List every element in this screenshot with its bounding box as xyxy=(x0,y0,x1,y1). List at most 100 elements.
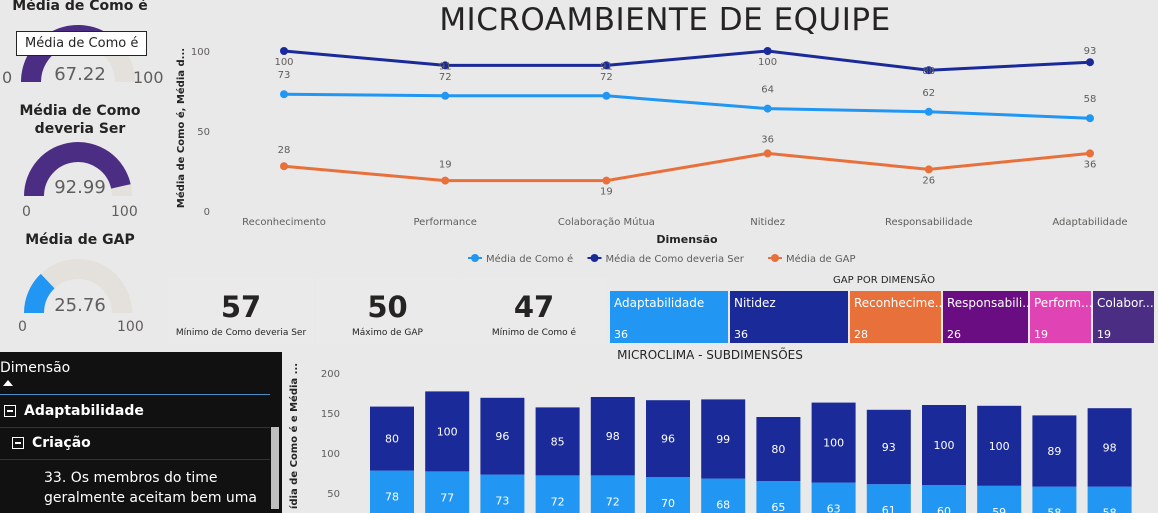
gauge-title: Média de GAP xyxy=(25,232,135,248)
y-tick-label: 200 xyxy=(321,369,340,380)
slicer-separator xyxy=(0,459,270,460)
data-label: 73 xyxy=(278,70,291,81)
bar-segment xyxy=(977,485,1022,513)
gauge-title: Média de Como é xyxy=(12,0,148,14)
bar-label: 98 xyxy=(1103,441,1117,454)
treemap-label: Adaptabilidade xyxy=(614,296,705,310)
legend-label: Média de GAP xyxy=(786,253,856,265)
data-point xyxy=(280,47,288,55)
data-label: 93 xyxy=(1084,46,1097,57)
bar-segment xyxy=(922,485,966,513)
data-label: 19 xyxy=(600,187,613,198)
slicer-item[interactable]: 33. Os membros do time geralmente aceita… xyxy=(44,470,258,506)
x-tick-label: Reconhecimento xyxy=(242,217,326,228)
bar-segment xyxy=(370,470,414,513)
kpi-label: Mínimo de Como é xyxy=(491,328,577,338)
treemap-cell[interactable]: Reconhecime... 28 xyxy=(850,291,941,343)
bar-segment xyxy=(922,405,966,485)
treemap-cell[interactable]: Colabor... 19 xyxy=(1093,291,1154,343)
slicer-node-criacao[interactable]: Criação xyxy=(12,435,91,451)
bar-label: 99 xyxy=(716,433,730,446)
bar-segment xyxy=(756,481,801,513)
bar-label: 72 xyxy=(606,495,620,508)
data-label: 91 xyxy=(439,61,452,72)
gauge-gap[interactable]: Média de GAP 25.76 0 100 xyxy=(0,230,160,340)
bar-label: 100 xyxy=(989,440,1010,453)
page-title: MICROAMBIENTE DE EQUIPE xyxy=(439,2,891,38)
treemap-label: Perform... xyxy=(1034,296,1091,310)
bar-label: 96 xyxy=(661,433,675,446)
sort-up-icon[interactable] xyxy=(3,380,13,387)
bar-label: 59 xyxy=(992,506,1006,513)
bar-segment xyxy=(701,399,746,479)
treemap-value: 26 xyxy=(947,328,961,341)
treemap-cell[interactable]: Nitidez 36 xyxy=(730,291,848,343)
scrollbar[interactable] xyxy=(271,427,279,509)
bar-segment xyxy=(480,397,525,475)
series-line xyxy=(283,49,1091,72)
bar-label: 72 xyxy=(551,495,565,508)
bar-label: 100 xyxy=(934,439,955,452)
kpi-label: Mínimo de Como deveria Ser xyxy=(175,328,307,338)
slicer-separator xyxy=(0,427,270,428)
slicer-node-label: Adaptabilidade xyxy=(24,403,144,419)
data-point xyxy=(602,61,611,70)
kpi-value: 47 xyxy=(513,290,555,324)
treemap-value: 36 xyxy=(734,328,748,341)
bar-segment xyxy=(646,400,690,477)
legend-marker xyxy=(771,254,779,262)
treemap-label: Reconhecime... xyxy=(854,296,941,310)
slicer-node-adaptabilidade[interactable]: Adaptabilidade xyxy=(4,403,144,419)
data-label: 72 xyxy=(439,72,452,83)
data-point xyxy=(924,66,933,75)
gauge-arc xyxy=(24,142,132,197)
y-tick-label: 0 xyxy=(204,207,210,218)
data-point xyxy=(441,61,450,70)
y-tick-label: 150 xyxy=(321,409,340,420)
kpi-card-min-como-e[interactable]: 47 Mínimo de Como é xyxy=(461,278,607,344)
bar-label: 70 xyxy=(661,497,675,510)
treemap-title: GAP POR DIMENSÃO xyxy=(833,275,935,286)
kpi-card-max-gap[interactable]: 50 Máximo de GAP xyxy=(316,278,459,344)
bar-segment xyxy=(811,402,856,483)
kpi-label: Máximo de GAP xyxy=(352,328,423,338)
bar-label: 60 xyxy=(937,505,951,513)
y-tick-label: 50 xyxy=(197,127,210,138)
kpi-card-min-deveria[interactable]: 57 Mínimo de Como deveria Ser xyxy=(168,278,314,344)
gap-treemap[interactable]: Adaptabilidade 36 Nitidez 36 Reconhecime... 2… xyxy=(610,291,1156,343)
gauge-value: 67.22 xyxy=(54,64,106,85)
y-tick-label: 100 xyxy=(321,449,340,460)
x-axis-title: Dimensão xyxy=(656,233,718,246)
collapse-icon[interactable] xyxy=(4,405,16,417)
bar-segment xyxy=(1032,415,1077,487)
collapse-icon[interactable] xyxy=(12,437,24,449)
data-label: 19 xyxy=(439,160,452,171)
treemap-cell[interactable]: Perform... 19 xyxy=(1030,291,1091,343)
bar-chart[interactable]: 50 100 150 200 ídia de Como é e Média ... 78 8… xyxy=(284,362,1158,513)
bar-label: 89 xyxy=(1047,445,1061,458)
bar-segment xyxy=(1087,408,1132,487)
slicer-header: Dimensão xyxy=(0,360,71,376)
bar-segment xyxy=(590,397,635,476)
data-label: 88 xyxy=(922,66,935,77)
gauge-como-deveria-ser[interactable]: Média de Como deveria Ser 92.99 0 100 xyxy=(0,100,160,225)
treemap-cell[interactable]: Adaptabilidade 36 xyxy=(610,291,728,343)
bar-segment xyxy=(756,417,801,481)
data-point xyxy=(763,47,772,55)
data-label: 36 xyxy=(1084,159,1097,170)
treemap-value: 28 xyxy=(854,328,868,341)
bar-label: 100 xyxy=(437,425,458,438)
data-point xyxy=(1086,149,1094,158)
bar-label: 78 xyxy=(385,491,399,504)
data-point xyxy=(602,91,611,100)
treemap-value: 36 xyxy=(614,328,628,341)
bar-segment xyxy=(535,407,580,476)
treemap-cell[interactable]: Responsabili... 26 xyxy=(943,291,1028,343)
bar-segment xyxy=(811,482,856,513)
bar-label: 63 xyxy=(827,503,841,513)
line-chart[interactable]: 0 50 100 Reconhecimento Performance Colaboraç… xyxy=(166,36,1156,272)
y-tick-label: 100 xyxy=(191,47,210,58)
treemap-label: Nitidez xyxy=(734,296,776,310)
gauge-max: 100 xyxy=(111,204,138,220)
dimensao-slicer[interactable]: Dimensão Adaptabilidade Criação 33. Os m… xyxy=(0,352,282,513)
